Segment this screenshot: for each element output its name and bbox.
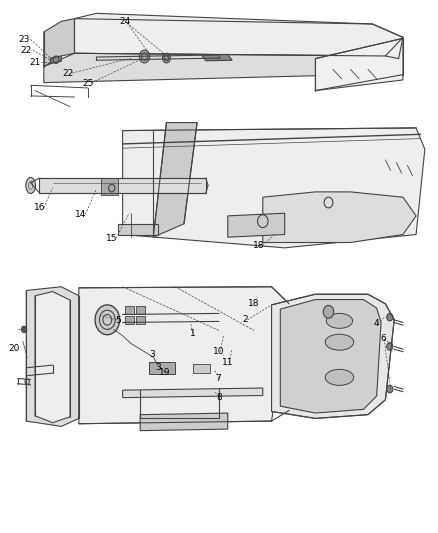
Text: 21: 21: [29, 59, 41, 67]
Text: 25: 25: [82, 79, 93, 88]
Text: 23: 23: [18, 36, 30, 44]
Text: 7: 7: [215, 374, 221, 383]
Polygon shape: [123, 388, 263, 398]
Text: 6: 6: [380, 335, 386, 343]
Polygon shape: [50, 56, 61, 63]
Text: 11: 11: [222, 358, 233, 367]
Bar: [125, 316, 134, 324]
Text: 19: 19: [159, 368, 170, 376]
Circle shape: [387, 343, 393, 350]
Bar: [125, 306, 134, 314]
Polygon shape: [315, 38, 403, 91]
Polygon shape: [263, 192, 416, 243]
Polygon shape: [74, 13, 403, 56]
Text: 24: 24: [119, 17, 131, 26]
Text: 8: 8: [216, 393, 222, 401]
Polygon shape: [79, 287, 289, 424]
Bar: [193, 364, 210, 373]
Text: 18: 18: [253, 241, 264, 249]
Polygon shape: [228, 213, 285, 237]
Circle shape: [95, 305, 120, 335]
Text: 3: 3: [155, 364, 161, 372]
Text: 2: 2: [243, 316, 248, 324]
Polygon shape: [272, 294, 394, 418]
Circle shape: [162, 53, 170, 63]
Text: 4: 4: [374, 319, 379, 328]
Polygon shape: [26, 287, 79, 426]
Text: 10: 10: [213, 348, 225, 356]
Text: 1: 1: [190, 329, 196, 337]
Circle shape: [21, 326, 27, 333]
Text: 3: 3: [149, 351, 155, 359]
Circle shape: [387, 385, 393, 393]
Text: 18: 18: [248, 300, 260, 308]
Polygon shape: [280, 300, 381, 413]
Circle shape: [323, 305, 334, 318]
Text: 20: 20: [8, 344, 20, 352]
Polygon shape: [118, 224, 158, 235]
Bar: [136, 306, 145, 314]
Bar: [39, 178, 206, 193]
Text: 14: 14: [75, 210, 87, 219]
Polygon shape: [44, 19, 74, 67]
Bar: [101, 178, 118, 195]
Polygon shape: [123, 128, 425, 248]
Text: 22: 22: [21, 46, 32, 55]
Polygon shape: [153, 123, 197, 237]
Text: 5: 5: [115, 317, 121, 325]
Polygon shape: [44, 37, 403, 83]
Polygon shape: [201, 54, 232, 61]
Text: 16: 16: [34, 204, 45, 212]
Ellipse shape: [325, 369, 354, 385]
Polygon shape: [35, 292, 70, 423]
Ellipse shape: [326, 313, 353, 328]
Bar: [149, 362, 175, 374]
Circle shape: [139, 50, 150, 63]
Text: 15: 15: [106, 234, 117, 243]
Text: 22: 22: [62, 69, 74, 78]
Polygon shape: [140, 413, 228, 431]
Ellipse shape: [26, 177, 35, 193]
Bar: [136, 316, 145, 324]
Ellipse shape: [325, 334, 354, 350]
Circle shape: [387, 313, 393, 321]
